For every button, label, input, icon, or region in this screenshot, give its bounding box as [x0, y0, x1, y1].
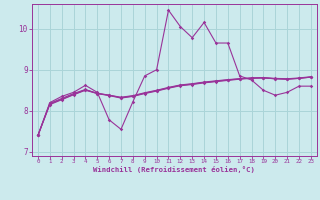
X-axis label: Windchill (Refroidissement éolien,°C): Windchill (Refroidissement éolien,°C) [93, 166, 255, 173]
